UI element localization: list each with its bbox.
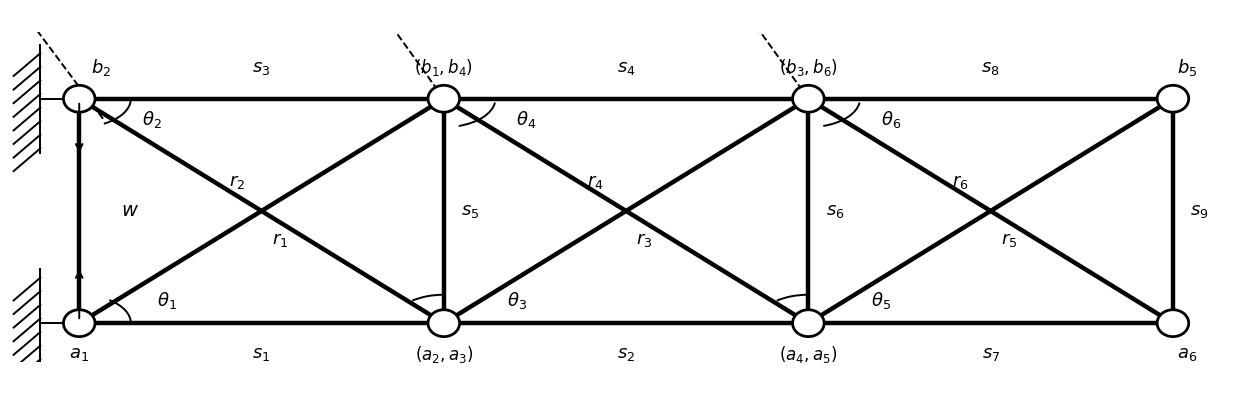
Text: $r_1$: $r_1$ (272, 231, 288, 249)
Text: $s_7$: $s_7$ (982, 345, 999, 363)
Text: $\theta_6$: $\theta_6$ (880, 109, 901, 130)
Text: $r_3$: $r_3$ (636, 231, 652, 249)
Circle shape (63, 85, 95, 112)
Text: $a_6$: $a_6$ (1178, 345, 1198, 363)
Text: $w$: $w$ (122, 202, 139, 220)
Text: $r_2$: $r_2$ (229, 173, 246, 191)
Text: $b_5$: $b_5$ (1177, 57, 1198, 78)
Text: $s_2$: $s_2$ (618, 345, 635, 363)
Text: $r_6$: $r_6$ (952, 173, 968, 191)
Text: $(b_3,b_6)$: $(b_3,b_6)$ (779, 57, 838, 78)
Text: $(b_1,b_4)$: $(b_1,b_4)$ (414, 57, 474, 78)
Text: $s_5$: $s_5$ (461, 202, 480, 220)
Text: $s_9$: $s_9$ (1190, 202, 1209, 220)
Text: $r_4$: $r_4$ (588, 173, 604, 191)
Text: $b_2$: $b_2$ (91, 57, 112, 78)
Text: $(a_2,a_3)$: $(a_2,a_3)$ (414, 344, 472, 365)
Circle shape (63, 310, 95, 336)
Circle shape (428, 85, 460, 112)
Circle shape (792, 85, 825, 112)
Circle shape (428, 310, 460, 336)
Text: $(a_4,a_5)$: $(a_4,a_5)$ (779, 344, 837, 365)
Circle shape (792, 310, 825, 336)
Text: $\theta_2$: $\theta_2$ (143, 109, 162, 130)
Text: $s_4$: $s_4$ (616, 59, 635, 77)
Circle shape (1157, 310, 1189, 336)
Text: $s_1$: $s_1$ (253, 345, 270, 363)
Text: $\theta_3$: $\theta_3$ (507, 290, 527, 311)
Text: $s_3$: $s_3$ (253, 59, 270, 77)
Text: $r_5$: $r_5$ (1001, 231, 1017, 249)
Text: $s_6$: $s_6$ (826, 202, 844, 220)
Text: $\theta_4$: $\theta_4$ (516, 109, 537, 130)
Text: $\theta_5$: $\theta_5$ (872, 290, 892, 311)
Circle shape (1157, 85, 1189, 112)
Text: $\theta_1$: $\theta_1$ (156, 290, 176, 311)
Text: $s_8$: $s_8$ (981, 59, 999, 77)
Text: $a_1$: $a_1$ (69, 345, 89, 363)
